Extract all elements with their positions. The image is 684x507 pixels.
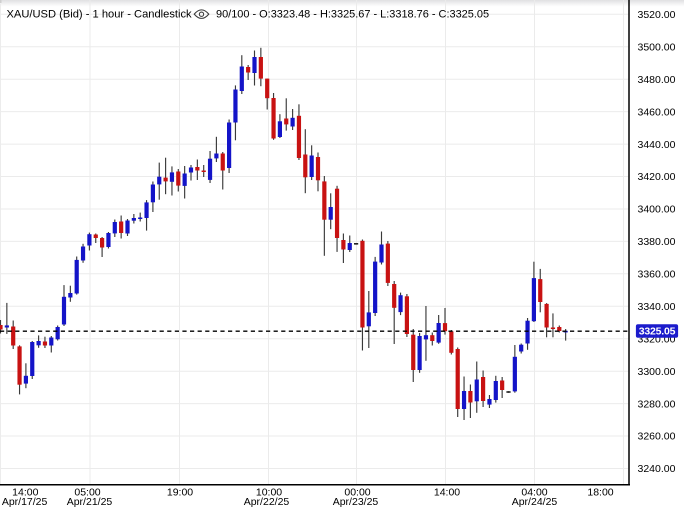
svg-text:04:00: 04:00 bbox=[521, 487, 547, 499]
svg-text:05:00: 05:00 bbox=[74, 487, 100, 499]
svg-text:18:00: 18:00 bbox=[587, 487, 613, 499]
svg-text:19:00: 19:00 bbox=[167, 487, 193, 499]
svg-text:Apr/21/25: Apr/21/25 bbox=[67, 496, 113, 507]
svg-text:XAU/USD (Bid) - 1 hour - Candl: XAU/USD (Bid) - 1 hour - Candlestick bbox=[7, 9, 193, 21]
svg-text:00:00: 00:00 bbox=[344, 487, 370, 499]
svg-text:3420.00: 3420.00 bbox=[638, 171, 676, 183]
svg-text:14:00: 14:00 bbox=[12, 487, 38, 499]
svg-text:3480.00: 3480.00 bbox=[638, 74, 676, 86]
svg-text:Apr/22/25: Apr/22/25 bbox=[244, 496, 290, 507]
svg-text:3280.00: 3280.00 bbox=[638, 398, 676, 410]
svg-text:Apr/17/25: Apr/17/25 bbox=[2, 496, 48, 507]
svg-text:3240.00: 3240.00 bbox=[638, 463, 676, 475]
svg-text:3460.00: 3460.00 bbox=[638, 106, 676, 118]
svg-text:3520.00: 3520.00 bbox=[638, 9, 676, 21]
svg-text:3500.00: 3500.00 bbox=[638, 41, 676, 53]
svg-text:3340.00: 3340.00 bbox=[638, 301, 676, 313]
svg-text:3300.00: 3300.00 bbox=[638, 366, 676, 378]
svg-text:3360.00: 3360.00 bbox=[638, 269, 676, 281]
svg-text:3260.00: 3260.00 bbox=[638, 431, 676, 443]
svg-text:Apr/23/25: Apr/23/25 bbox=[333, 496, 379, 507]
svg-text:3325.05: 3325.05 bbox=[639, 326, 676, 338]
svg-text:14:00: 14:00 bbox=[434, 487, 460, 499]
svg-text:3440.00: 3440.00 bbox=[638, 139, 676, 151]
svg-text:90/100 - O:3323.48 - H:3325.67: 90/100 - O:3323.48 - H:3325.67 - L:3318.… bbox=[216, 9, 489, 21]
svg-text:3380.00: 3380.00 bbox=[638, 236, 676, 248]
svg-text:10:00: 10:00 bbox=[256, 487, 282, 499]
svg-text:3400.00: 3400.00 bbox=[638, 204, 676, 216]
svg-text:Apr/24/25: Apr/24/25 bbox=[512, 496, 558, 507]
